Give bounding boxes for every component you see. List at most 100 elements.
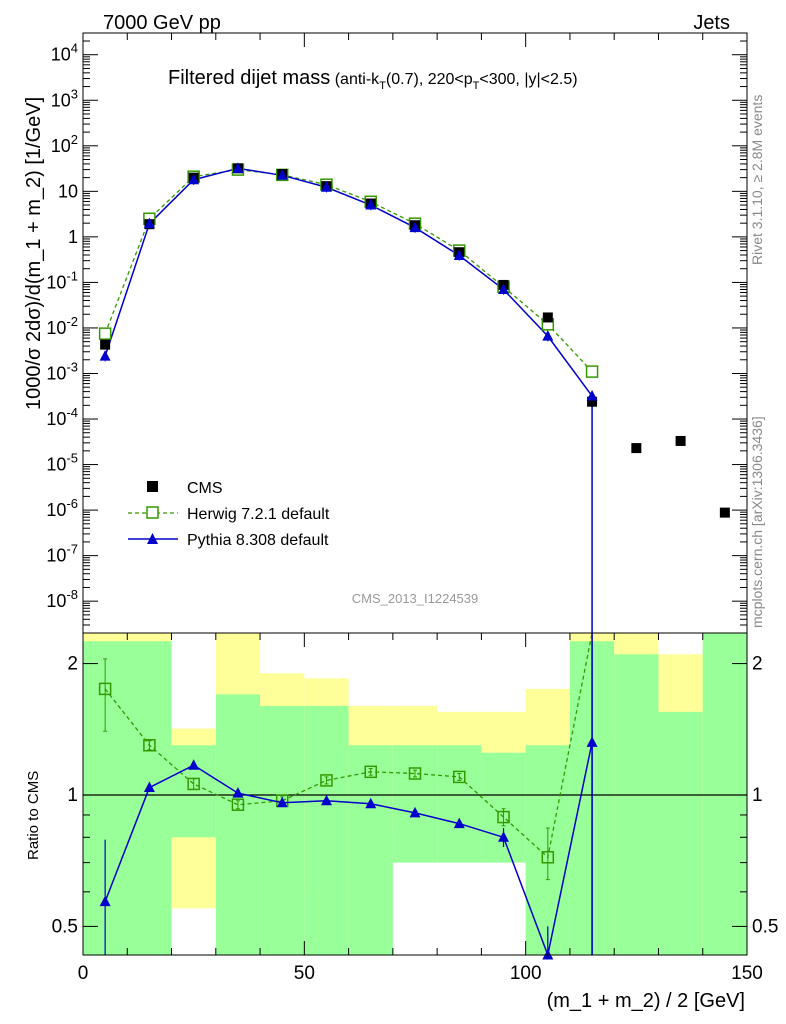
pythia-point (188, 173, 200, 185)
cms-point (100, 339, 111, 350)
header-right-label: Jets (693, 12, 730, 34)
lower-ytick-label: 0.5 (52, 916, 78, 937)
pythia-ratio-point (409, 806, 421, 818)
cms-point (631, 443, 642, 454)
lower-ytick-label-right: 1 (752, 785, 763, 806)
herwig-ratio-point (187, 777, 200, 791)
upper-ytick-label: 10-3 (46, 359, 78, 383)
ratio-band-green (215, 694, 261, 955)
upper-frame (82, 32, 748, 634)
upper-ylabel: 1000/σ 2dσ)/d(m_1 + m_2) [1/GeV] (23, 97, 45, 410)
watermark: CMS_2013_I1224539 (352, 591, 479, 606)
legend-cms-marker (147, 481, 158, 492)
ratio-band-green (348, 745, 393, 955)
ratio-plot: 0 50 100 150 0.5 0.5 1 1 2 2 (52, 632, 778, 984)
herwig-ratio-point (408, 767, 422, 780)
pythia-ratio-point (143, 781, 155, 793)
upper-ytick-label: 10-1 (46, 268, 78, 292)
lower-xtick-label: 50 (294, 963, 315, 984)
pythia-point (143, 217, 155, 229)
pythia-point (542, 330, 554, 341)
legend-pythia-marker (147, 533, 158, 544)
lower-xtick-label: 150 (731, 963, 763, 984)
pythia-line (104, 167, 593, 397)
ratio-band-green (83, 641, 172, 955)
cms-point (587, 396, 598, 407)
pythia-ratio-point (188, 759, 200, 770)
pythia-point (453, 249, 465, 260)
pythia-ratio-point (365, 797, 377, 809)
herwig-ratio-line (104, 632, 593, 859)
upper-plot: 10-810-710-610-510-410-310-210-111010210… (46, 32, 748, 955)
legend-herwig-label: Herwig 7.2.1 default (187, 506, 330, 523)
pythia-point (276, 169, 288, 180)
herwig-ratio-point (541, 851, 555, 864)
ratio-band-green (702, 633, 747, 955)
pythia-ratio-point (453, 817, 465, 829)
ratio-band-green (658, 711, 703, 955)
upper-ytick-label: 10 (58, 181, 78, 201)
cms-point (719, 507, 730, 518)
lower-ytick-label: 1 (67, 785, 78, 806)
lower-ylabel: Ratio to CMS (25, 771, 42, 860)
upper-ytick-label: 1 (68, 227, 78, 247)
legend-pythia-label: Pythia 8.308 default (187, 532, 329, 549)
lower-frame (82, 632, 748, 956)
pythia-ratio-point (99, 895, 111, 907)
herwig-ratio-point (453, 770, 466, 784)
mcplots-label: mcplots.cern.ch [arXiv:1306.3436] (749, 416, 765, 628)
pythia-ratio-point (542, 949, 554, 960)
upper-ytick-label: 10-4 (46, 405, 78, 429)
pythia-point (99, 350, 111, 361)
pythia-ratio-point (320, 794, 332, 806)
cms-point (542, 312, 553, 323)
herwig-line (104, 168, 593, 373)
pythia-point (498, 283, 510, 294)
pythia-ratio-point (498, 831, 510, 842)
upper-ytick-label: 10-2 (46, 314, 78, 338)
herwig-ratio-point (231, 798, 245, 811)
lower-xtick-label: 100 (510, 963, 542, 984)
herwig-point (98, 327, 112, 340)
legend-cms-label: CMS (187, 480, 223, 497)
cms-point (675, 435, 686, 446)
pythia-ratio-point (276, 796, 288, 808)
chart-title-main: Filtered dijet mass (168, 67, 330, 89)
lower-xlabel: (m_1 + m_2) / 2 [GeV] (547, 990, 745, 1012)
herwig-ratio-point (320, 774, 333, 787)
herwig-ratio-point (497, 810, 510, 824)
pythia-ratio-point (232, 787, 244, 798)
header-left-label: 7000 GeV pp (103, 12, 221, 34)
pythia-point (409, 221, 421, 233)
rivet-label: Rivet 3.1.10, ≥ 2.8M events (749, 95, 765, 265)
herwig-ratio-point (98, 682, 112, 696)
ratio-band-green (304, 705, 349, 955)
ratio-band-green (392, 745, 438, 863)
pythia-point (365, 199, 377, 210)
legend-herwig-marker (146, 506, 159, 519)
upper-ytick-label: 104 (51, 41, 78, 65)
upper-ytick-label: 10-7 (46, 542, 78, 566)
herwig-point (585, 365, 599, 378)
pythia-point (232, 162, 244, 173)
pythia-point (586, 390, 598, 401)
lower-ytick-label-right: 0.5 (752, 916, 778, 937)
upper-ytick-label: 102 (51, 132, 78, 156)
ratio-bands (83, 633, 747, 955)
pythia-ratio-line (104, 742, 593, 958)
pythia-ratio-point (586, 736, 598, 747)
chart-title: Filtered dijet mass (anti-kT(0.7), 220<p… (168, 67, 578, 92)
lower-ytick-label: 2 (67, 654, 78, 675)
lower-xtick-label: 0 (78, 963, 89, 984)
pythia-point (320, 181, 332, 192)
ratio-band-green (614, 654, 659, 955)
herwig-ratio-point (143, 738, 156, 752)
ratio-band-green (260, 705, 305, 955)
chart-title-cut: (anti-kT(0.7), 220<pT<300, |y|<2.5) (330, 71, 577, 92)
lower-ytick-label-right: 2 (752, 654, 763, 675)
ratio-band-green (437, 745, 482, 863)
herwig-ratio-point (364, 765, 377, 779)
upper-ytick-label: 10-5 (46, 451, 78, 475)
upper-ytick-label: 10-6 (46, 496, 78, 520)
